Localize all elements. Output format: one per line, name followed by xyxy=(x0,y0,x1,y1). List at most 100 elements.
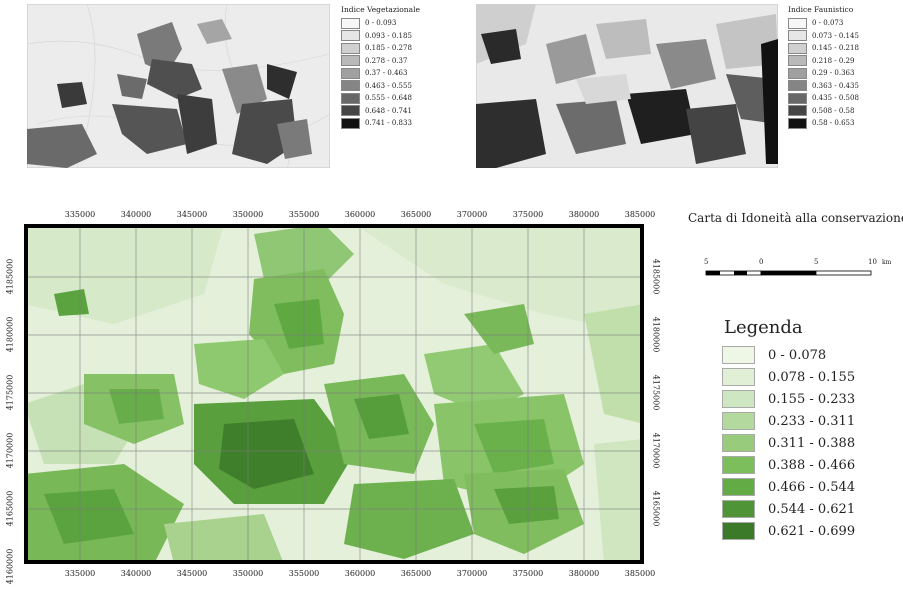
x-tick-top: 345000 xyxy=(176,210,208,219)
x-tick-bottom: 355000 xyxy=(288,569,320,578)
legend-swatch xyxy=(341,117,360,129)
legend-class-label: 0.185 - 0.278 xyxy=(365,44,412,53)
x-tick-top: 365000 xyxy=(400,210,432,219)
map-title: Carta di Idoneità alla conservazione xyxy=(688,211,903,225)
x-tick-bottom: 345000 xyxy=(176,569,208,578)
x-tick-top: 355000 xyxy=(288,210,320,219)
legend-class-label: 0.078 - 0.155 xyxy=(768,369,856,385)
legend-class-label: 0.621 - 0.699 xyxy=(768,523,856,539)
legend-class-row: 0.466 - 0.544 xyxy=(722,476,855,498)
legend-swatch xyxy=(788,55,807,67)
legend-class-row: 0.555 - 0.648 xyxy=(341,92,420,105)
x-tick-top: 380000 xyxy=(568,210,600,219)
legend-class-row: 0 - 0.078 xyxy=(722,344,855,366)
x-tick-top: 375000 xyxy=(512,210,544,219)
legend-class-row: 0.363 - 0.435 xyxy=(788,80,859,93)
legend-class-row: 0.741 - 0.833 xyxy=(341,117,420,130)
legend-class-row: 0.508 - 0.58 xyxy=(788,105,859,118)
legend-swatch xyxy=(722,522,755,540)
legend-swatch xyxy=(341,105,360,117)
y-tick-left: 4180000 xyxy=(5,316,15,353)
suitability-legend: Legenda 0 - 0.078 0.078 - 0.155 0.155 - 0.… xyxy=(722,317,855,542)
legend-class-row: 0.37 - 0.463 xyxy=(341,67,420,80)
legend-class-row: 0.233 - 0.311 xyxy=(722,410,855,432)
legend-class-label: 0.155 - 0.233 xyxy=(768,391,856,407)
y-tick-right: 4185000 xyxy=(651,258,661,295)
legend-swatch xyxy=(788,17,807,29)
legend-class-label: 0 - 0.093 xyxy=(365,19,397,28)
faunistic-legend: Indice Faunistico 0 - 0.073 0.073 - 0.145… xyxy=(788,5,859,130)
legend-class-row: 0.078 - 0.155 xyxy=(722,366,855,388)
x-tick-top: 340000 xyxy=(120,210,152,219)
legend-swatch xyxy=(788,30,807,42)
legend-class-row: 0.435 - 0.508 xyxy=(788,92,859,105)
legend-swatch xyxy=(788,92,807,104)
y-tick-left: 4170000 xyxy=(5,432,15,469)
scale-unit: km xyxy=(882,259,892,266)
suitability-map xyxy=(24,224,644,564)
legend-class-row: 0.58 - 0.653 xyxy=(788,117,859,130)
legend-swatch xyxy=(722,346,755,364)
x-tick-top: 385000 xyxy=(624,210,656,219)
y-tick-right: 4175000 xyxy=(651,374,661,411)
legend-swatch xyxy=(722,456,755,474)
scale-label-0: 0 xyxy=(759,258,764,266)
legend-swatch xyxy=(788,105,807,117)
legend-swatch xyxy=(722,500,755,518)
legend-class-label: 0.363 - 0.435 xyxy=(812,81,859,90)
vegetation-index-map xyxy=(27,4,330,168)
legend-class-label: 0.463 - 0.555 xyxy=(365,81,412,90)
legend-class-row: 0.544 - 0.621 xyxy=(722,498,855,520)
scale-label-5-left: 5 xyxy=(704,258,709,266)
legend-class-row: 0.073 - 0.145 xyxy=(788,30,859,43)
legend-class-row: 0.145 - 0.218 xyxy=(788,42,859,55)
legend-class-label: 0.741 - 0.833 xyxy=(365,119,412,128)
faunistic-legend-title: Indice Faunistico xyxy=(788,5,854,14)
x-tick-top: 335000 xyxy=(64,210,96,219)
legend-swatch xyxy=(722,478,755,496)
legend-class-label: 0.648 - 0.741 xyxy=(365,106,412,115)
legend-swatch xyxy=(788,80,807,92)
x-tick-top: 350000 xyxy=(232,210,264,219)
y-tick-left: 4185000 xyxy=(5,258,15,295)
legend-swatch xyxy=(722,390,755,408)
legend-swatch xyxy=(788,117,807,129)
legend-class-row: 0.093 - 0.185 xyxy=(341,30,420,43)
x-tick-bottom: 370000 xyxy=(456,569,488,578)
legend-class-label: 0.58 - 0.653 xyxy=(812,119,855,128)
y-tick-right: 4170000 xyxy=(651,432,661,469)
legend-class-row: 0.185 - 0.278 xyxy=(341,42,420,55)
legend-class-row: 0.621 - 0.699 xyxy=(722,520,855,542)
x-tick-bottom: 335000 xyxy=(64,569,96,578)
x-tick-bottom: 385000 xyxy=(624,569,656,578)
legend-class-label: 0.218 - 0.29 xyxy=(812,56,855,65)
legend-class-label: 0.555 - 0.648 xyxy=(365,94,412,103)
legend-class-row: 0.278 - 0.37 xyxy=(341,55,420,68)
vegetation-legend-title: Indice Vegetazionale xyxy=(341,5,420,14)
legend-class-row: 0.155 - 0.233 xyxy=(722,388,855,410)
vegetation-legend: Indice Vegetazionale 0 - 0.093 0.093 - 0.… xyxy=(341,5,420,130)
legend-swatch xyxy=(788,67,807,79)
legend-title: Legenda xyxy=(724,317,803,338)
legend-class-row: 0.648 - 0.741 xyxy=(341,105,420,118)
legend-class-row: 0 - 0.073 xyxy=(788,17,859,30)
legend-class-row: 0 - 0.093 xyxy=(341,17,420,30)
x-tick-top: 360000 xyxy=(344,210,376,219)
y-tick-right: 4165000 xyxy=(651,490,661,527)
x-tick-top: 370000 xyxy=(456,210,488,219)
legend-class-row: 0.388 - 0.466 xyxy=(722,454,855,476)
legend-class-label: 0.073 - 0.145 xyxy=(812,31,859,40)
legend-class-label: 0.466 - 0.544 xyxy=(768,479,856,495)
x-tick-bottom: 360000 xyxy=(344,569,376,578)
legend-class-label: 0.388 - 0.466 xyxy=(768,457,856,473)
legend-class-label: 0.37 - 0.463 xyxy=(365,69,408,78)
y-tick-left: 4160000 xyxy=(5,548,15,585)
legend-class-label: 0.278 - 0.37 xyxy=(365,56,408,65)
legend-swatch xyxy=(722,434,755,452)
x-tick-bottom: 365000 xyxy=(400,569,432,578)
legend-class-label: 0 - 0.078 xyxy=(768,347,827,363)
legend-swatch xyxy=(341,67,360,79)
x-tick-bottom: 350000 xyxy=(232,569,264,578)
legend-class-label: 0.145 - 0.218 xyxy=(812,44,859,53)
y-tick-left: 4165000 xyxy=(5,490,15,527)
